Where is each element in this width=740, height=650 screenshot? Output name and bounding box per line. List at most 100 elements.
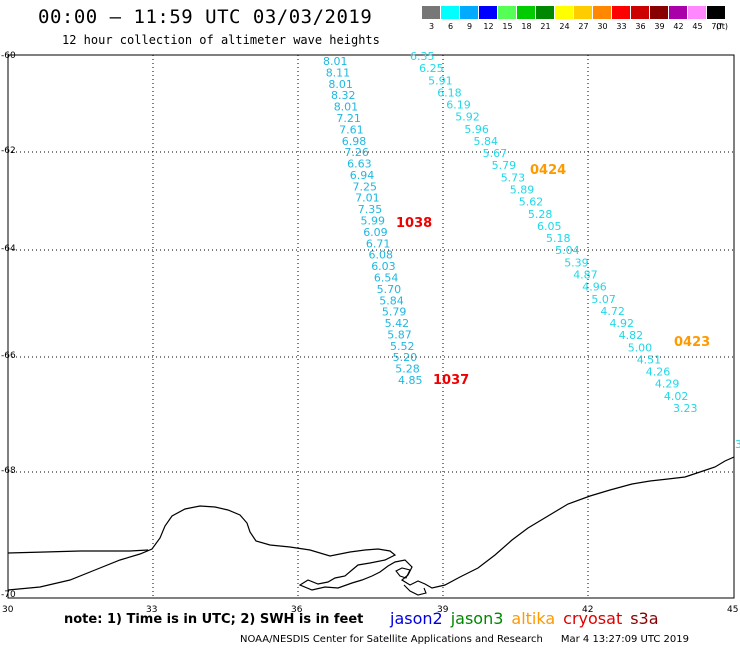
wave-height-value: 4.82 [619, 329, 644, 342]
legend-swatch [650, 6, 669, 19]
latitude-label: -66 [1, 351, 16, 361]
wave-height-value: 5.96 [464, 123, 489, 136]
satellite-name: jason2 [390, 609, 443, 628]
footer-timestamp: Mar 4 13:27:09 UTC 2019 [560, 634, 689, 645]
longitude-label: 36 [291, 605, 303, 615]
wave-height-value: 5.62 [519, 196, 544, 209]
wave-height-value: 5.18 [546, 232, 571, 245]
latitude-label: -70 [1, 590, 16, 600]
wave-track-b: 6.356.255.916.186.195.925.965.845.675.79… [410, 50, 698, 415]
footer-credit: NOAA/NESDIS Center for Satellite Applica… [240, 634, 689, 645]
legend-swatch [669, 6, 688, 19]
wave-height-value: 5.89 [510, 184, 535, 197]
pass-labels: 0424 1038 0423 1037 [396, 163, 710, 388]
satellite-name: altika [511, 609, 556, 628]
wave-height-value: 7.61 [339, 123, 364, 136]
satellite-name: cryosat [563, 609, 623, 628]
map-subtitle: 12 hour collection of altimeter wave hei… [62, 33, 380, 47]
wave-height-value: 3.23 [673, 402, 698, 415]
wave-height-value: 5.52 [390, 340, 415, 353]
wave-height-value: 7.01 [355, 192, 380, 205]
coastline-island [395, 567, 411, 579]
pass-time-label: 0424 [530, 163, 566, 178]
legend-label: 6 [447, 22, 454, 31]
latitude-label: -68 [1, 466, 16, 476]
wave-track-a: 8.018.118.018.328.017.217.616.987.266.63… [323, 55, 423, 387]
legend-label: 15 [502, 22, 513, 31]
wave-height-value: 5.28 [395, 363, 420, 376]
map-title: 00:00 – 11:59 UTC 03/03/2019 [38, 6, 373, 28]
legend-swatch [517, 6, 536, 19]
coastline-inlet [403, 584, 427, 596]
legend-swatch [460, 6, 479, 19]
satellite-name: jason3 [450, 609, 504, 628]
graticule [8, 55, 734, 598]
wave-height-value: 5.73 [501, 171, 526, 184]
legend-label: 12 [483, 22, 494, 31]
wave-height-value: 7.26 [344, 146, 369, 159]
wave-height-value: 4.87 [573, 269, 598, 282]
wave-height-value: 4.85 [398, 374, 423, 387]
legend-label: 70 [711, 22, 722, 31]
color-scale-labels: 3 6 9 12 15 18 21 24 27 30 33 36 39 42 45 70 [422, 22, 726, 31]
wave-height-value: 5.79 [382, 306, 407, 319]
satellite-name: s3a [630, 609, 659, 628]
wave-height-value: 6.54 [374, 272, 399, 285]
axis-labels: -60 -62 -64 -66 -68 -70 30 33 36 39 42 45 [1, 51, 738, 615]
wave-height-value: 7.35 [358, 203, 383, 216]
wave-height-value: 6.09 [363, 226, 388, 239]
footnote: note: 1) Time is in UTC; 2) SWH is in fe… [64, 612, 364, 627]
legend-label: 42 [673, 22, 684, 31]
wave-height-value: 5.67 [483, 147, 508, 160]
color-scale-unit: (ft) [716, 22, 729, 31]
wave-height-value: 6.98 [342, 135, 367, 148]
coastline-segment-west [7, 549, 149, 554]
wave-height-value: 5.92 [455, 111, 480, 124]
latitude-label: -64 [1, 244, 16, 254]
wave-height-value: 8.01 [323, 55, 348, 68]
legend-label: 3 [428, 22, 435, 31]
wave-height-value: 6.63 [347, 158, 372, 171]
legend-swatch [422, 6, 441, 19]
legend-swatch [555, 6, 574, 19]
wave-height-value: 5.84 [379, 294, 404, 307]
wave-height-value: 8.01 [334, 101, 359, 114]
legend-label: 9 [466, 22, 473, 31]
wave-height-value: 5.07 [591, 293, 616, 306]
legend-swatch [688, 6, 707, 19]
wave-height-value: 5.39 [564, 256, 589, 269]
longitude-label: 33 [146, 605, 157, 615]
footer-center: NOAA/NESDIS Center for Satellite Applica… [240, 634, 543, 645]
wave-height-value: 6.35 [410, 50, 435, 63]
legend-label: 27 [578, 22, 589, 31]
wave-height-value: 5.20 [393, 351, 418, 364]
longitude-label: 45 [727, 605, 738, 615]
legend-swatch [479, 6, 498, 19]
wave-height-value: 5.99 [361, 215, 386, 228]
wave-height-value: 8.01 [328, 78, 353, 91]
wave-height-value: 8.32 [331, 89, 356, 102]
legend-swatch [593, 6, 612, 19]
wave-height-value: 5.70 [377, 283, 402, 296]
wave-height-value: 5.04 [555, 244, 580, 257]
latitude-label: -62 [1, 146, 16, 156]
wave-height-value: 4.96 [582, 281, 607, 294]
wave-height-value: 6.08 [369, 249, 394, 262]
wave-height-value: 5.87 [387, 328, 412, 341]
wave-height-value: 5.28 [528, 208, 553, 221]
legend-label: 45 [692, 22, 703, 31]
wave-height-value: 6.19 [446, 99, 471, 112]
legend-swatch [612, 6, 631, 19]
wave-height-value: 6.03 [371, 260, 396, 273]
wave-height-value: 5.42 [385, 317, 410, 330]
wave-height-value: 7.21 [336, 112, 361, 125]
legend-swatch [707, 6, 726, 19]
wave-height-value: 5.84 [474, 135, 499, 148]
wave-height-value: 6.25 [419, 62, 444, 75]
legend-label: 24 [559, 22, 570, 31]
wave-height-value: 6.71 [366, 237, 391, 250]
wave-value-edge: 3 [735, 438, 740, 451]
legend-label: 39 [654, 22, 665, 31]
wave-height-value: 8.11 [326, 66, 351, 79]
